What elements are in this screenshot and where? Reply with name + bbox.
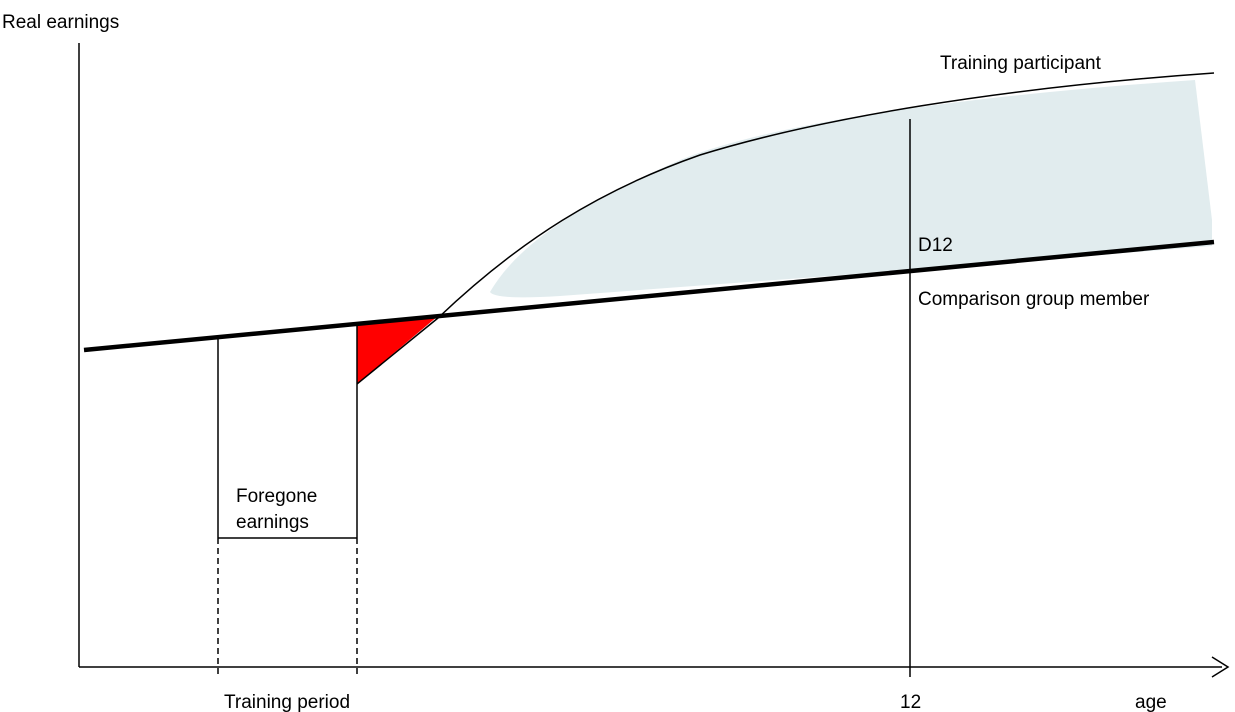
d12-label: D12 bbox=[918, 235, 953, 256]
training-participant-label: Training participant bbox=[940, 53, 1102, 74]
training-period-label: Training period bbox=[224, 692, 350, 712]
foregone-earnings-label-line2: earnings bbox=[236, 512, 309, 533]
x-axis-arrowhead bbox=[1211, 656, 1230, 678]
foregone-earnings-label-line1: Foregone bbox=[236, 486, 317, 507]
y-axis-label: Real earnings bbox=[2, 12, 119, 33]
training-participant-curve bbox=[356, 72, 1215, 385]
x-axis-label: age bbox=[1135, 692, 1167, 712]
earnings-gain-area bbox=[490, 80, 1212, 298]
tick-label-12: 12 bbox=[900, 692, 921, 712]
comparison-group-label: Comparison group member bbox=[918, 289, 1150, 310]
comparison-group-line bbox=[83, 239, 1215, 353]
